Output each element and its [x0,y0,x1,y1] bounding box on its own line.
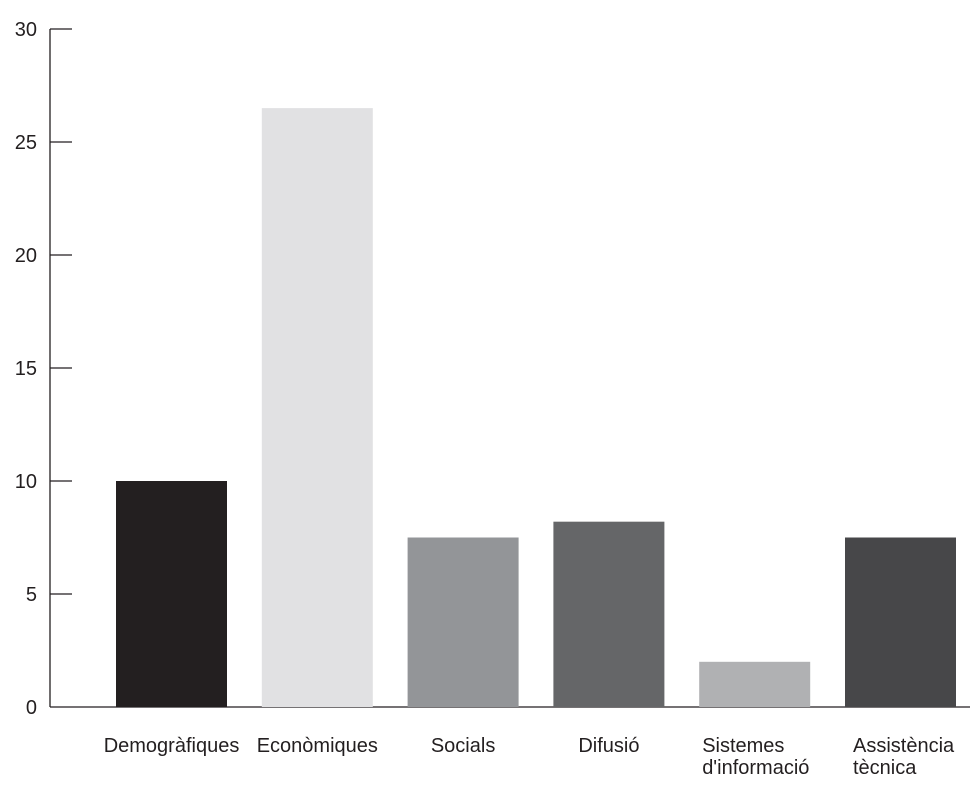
x-tick-label: d'informació [702,757,809,779]
x-tick-label: Socials [431,735,495,757]
category-labels: Demogràfiques Econòmiques Socials Difusió Si… [104,735,955,779]
y-tick-label: 10 [15,471,37,493]
y-tick-label: 20 [15,245,37,267]
y-tick-label: 15 [15,358,37,380]
x-tick-label: Sistemes [702,735,784,757]
y-tick-label: 25 [15,132,37,154]
bar [261,108,373,708]
x-tick-label: tècnica [853,757,917,779]
bar [553,521,665,707]
bar [845,537,956,707]
bars [116,108,956,708]
x-tick-label: Econòmiques [257,735,378,757]
x-tick-label: Difusió [578,735,639,757]
bar [407,537,519,707]
bar [116,481,227,707]
y-tick-label: 0 [26,697,37,719]
bar [699,661,811,707]
x-tick-label: Assistència [853,735,955,757]
x-tick-label: Demogràfiques [104,735,240,757]
y-tick-label: 30 [15,19,37,41]
y-tick-label: 5 [26,584,37,606]
